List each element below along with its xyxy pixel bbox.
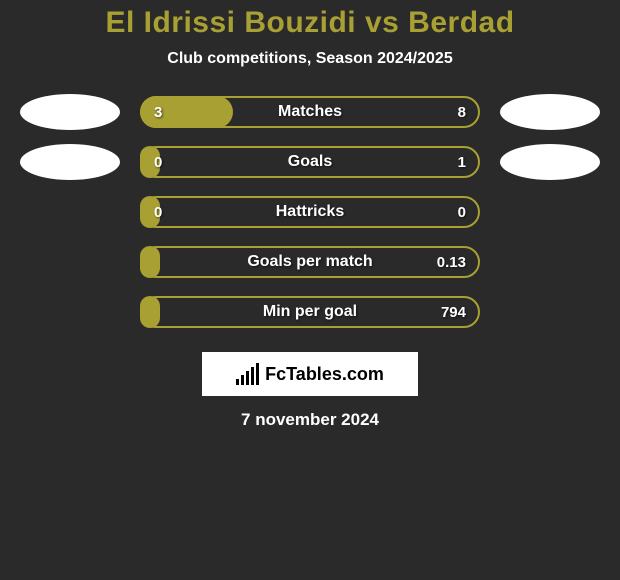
stat-bar: 3 Matches 8 [140, 96, 480, 128]
comparison-container: El Idrissi Bouzidi vs Berdad Club compet… [0, 0, 620, 580]
player-right-avatar [500, 144, 600, 180]
stat-row: 0 Goals 1 [0, 144, 620, 180]
avatar-spacer [500, 294, 600, 330]
stat-bar: 0 Hattricks 0 [140, 196, 480, 228]
footer-logo[interactable]: FcTables.com [202, 352, 418, 396]
stat-bar: 0 Goals 1 [140, 146, 480, 178]
stat-bar-outline [140, 196, 480, 228]
footer-date: 7 november 2024 [241, 410, 379, 430]
stat-row: 0 Hattricks 0 [0, 194, 620, 230]
bar-chart-icon [236, 363, 259, 385]
stat-bar-outline [140, 296, 480, 328]
stat-row: 3 Matches 8 [0, 94, 620, 130]
avatar-spacer [500, 194, 600, 230]
stat-bar-outline [140, 96, 480, 128]
stat-bar: Min per goal 794 [140, 296, 480, 328]
player-left-avatar [20, 144, 120, 180]
stat-bar-outline [140, 146, 480, 178]
avatar-spacer [20, 244, 120, 280]
avatar-spacer [500, 244, 600, 280]
avatar-spacer [20, 294, 120, 330]
stat-bar-outline [140, 246, 480, 278]
subtitle: Club competitions, Season 2024/2025 [167, 50, 452, 68]
stat-row: Goals per match 0.13 [0, 244, 620, 280]
stat-row: Min per goal 794 [0, 294, 620, 330]
player-right-avatar [500, 94, 600, 130]
stat-bar: Goals per match 0.13 [140, 246, 480, 278]
footer-logo-text: FcTables.com [265, 364, 384, 385]
page-title: El Idrissi Bouzidi vs Berdad [105, 6, 514, 40]
avatar-spacer [20, 194, 120, 230]
player-left-avatar [20, 94, 120, 130]
